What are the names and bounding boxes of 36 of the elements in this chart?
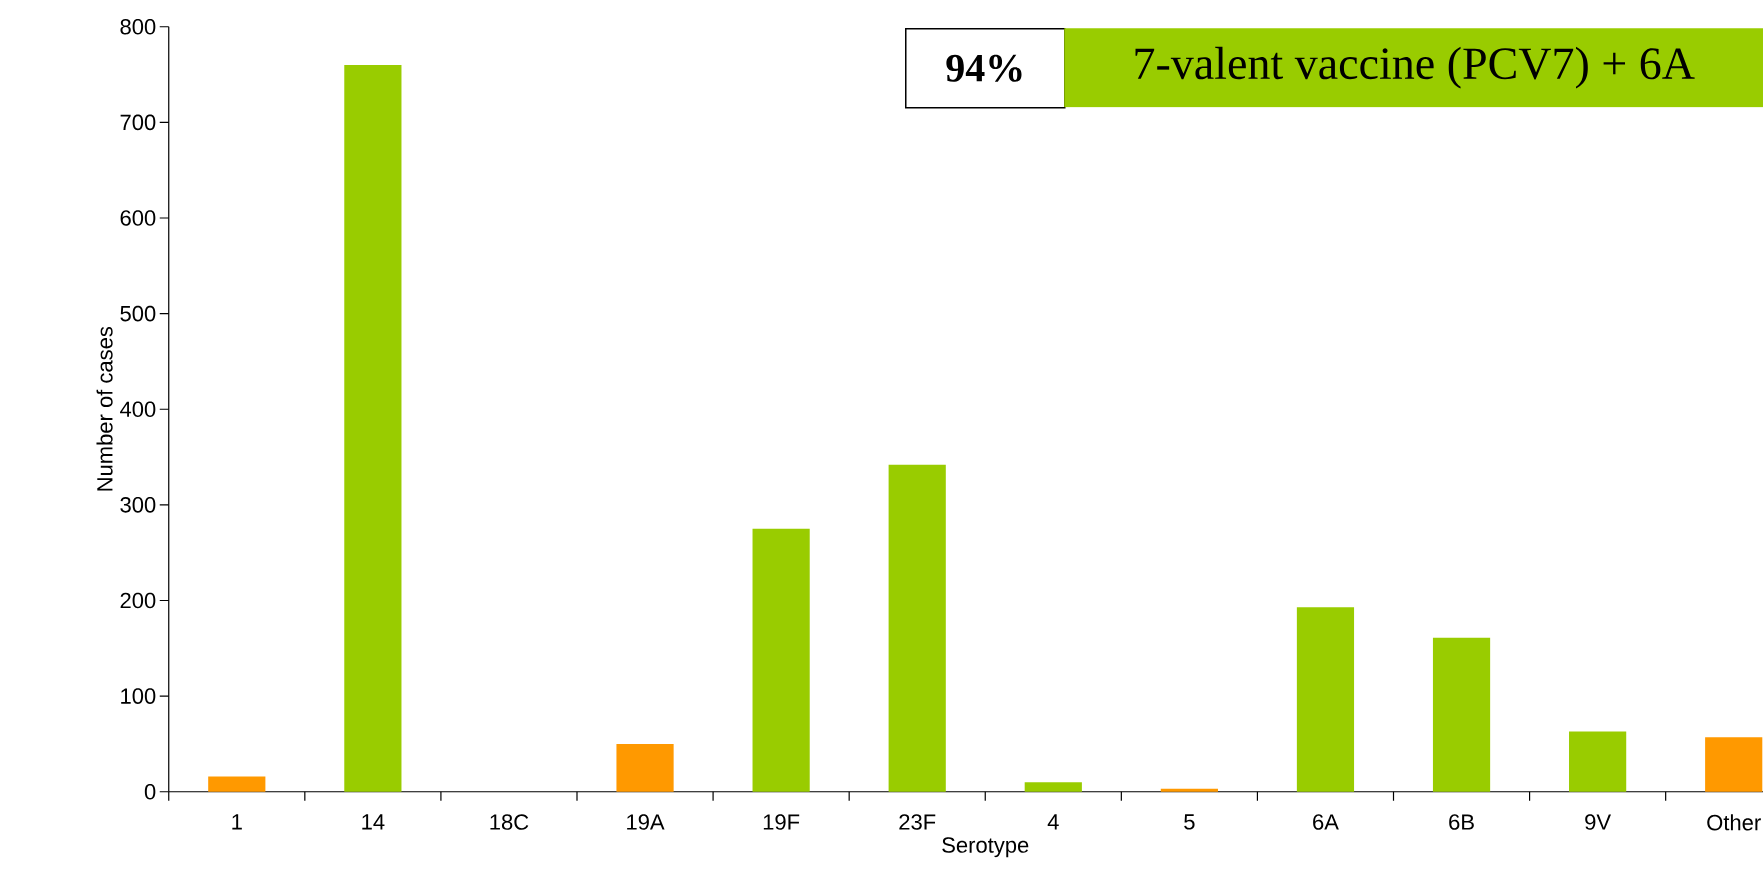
x-tick-label: 9V	[1585, 814, 1611, 830]
annotation: 94%	[946, 54, 1022, 82]
y-tick-label: 200	[120, 592, 156, 609]
bar	[1296, 607, 1355, 792]
x-tick-label: 6B	[1449, 814, 1474, 830]
bar	[752, 528, 810, 792]
y-tick-label: 300	[120, 497, 156, 513]
x-tick-label: 14	[362, 814, 385, 830]
x-tick-label: 6A	[1313, 814, 1339, 830]
annotation: 7-valent vaccine (PCV7) + 6A	[1135, 46, 1695, 89]
bar	[616, 743, 674, 792]
x-axis-title: Serotype	[942, 837, 1029, 858]
x-tick-label: 19A	[627, 814, 665, 830]
x-tick-label: 23F	[899, 814, 936, 830]
y-tick-label: 600	[120, 210, 156, 226]
x-tick-label: 4	[1047, 814, 1059, 830]
y-tick-label: 700	[120, 114, 156, 131]
bar	[1160, 788, 1218, 792]
x-tick-label: 1	[232, 814, 242, 830]
bar	[208, 776, 266, 792]
y-tick-label: 0	[144, 783, 156, 800]
y-tick-label: 400	[120, 401, 156, 418]
y-tick-label: 800	[120, 18, 156, 35]
y-tick-label: 100	[121, 688, 156, 704]
x-tick-label: 18C	[490, 814, 529, 830]
x-tick-label: 19F	[763, 814, 800, 830]
bar	[1705, 737, 1763, 792]
x-tick-label: 5	[1184, 814, 1195, 830]
bar	[1024, 782, 1082, 792]
x-tick-label: Other	[1707, 814, 1761, 831]
y-axis-title: Number of cases	[96, 326, 113, 491]
bar	[1432, 637, 1491, 792]
bar	[344, 64, 402, 792]
bar	[888, 464, 946, 792]
bar	[1569, 731, 1627, 792]
y-tick-label: 500	[120, 305, 156, 322]
